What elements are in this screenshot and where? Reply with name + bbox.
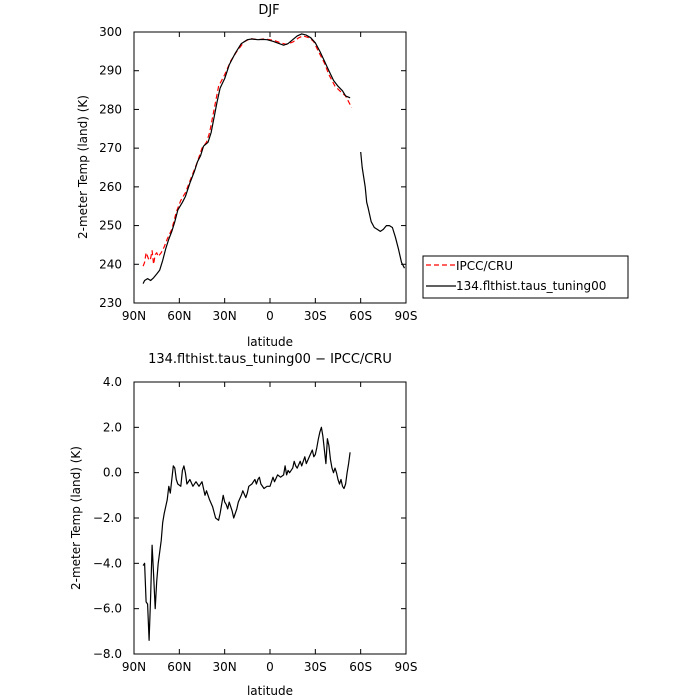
top-x-tick-label: 30N — [213, 309, 237, 323]
top-x-tick-label: 60S — [349, 309, 372, 323]
top-y-tick-label: 260 — [99, 180, 122, 194]
bottom-x-tick-label: 90S — [395, 660, 418, 674]
legend-label-model: 134.flthist.taus_tuning00 — [456, 279, 606, 293]
top-x-ticks: 90N 60N 30N 0 30S 60S 90S — [122, 32, 418, 323]
top-x-tick-label: 0 — [266, 309, 274, 323]
top-chart-title: DJF — [258, 3, 279, 18]
top-x-tick-label: 60N — [167, 309, 191, 323]
bottom-y-tick-label: 2.0 — [103, 420, 122, 434]
top-panel: DJF 90N 60N 30N 0 30S 60S 90S 2302402502602702… — [76, 3, 417, 349]
bottom-x-tick-label: 60S — [349, 660, 372, 674]
bottom-x-tick-label: 90N — [122, 660, 146, 674]
top-y-axis-label: 2-meter Temp (land) (K) — [76, 95, 90, 239]
bottom-y-axis-label: 2-meter Temp (land) (K) — [69, 446, 83, 590]
bottom-y-tick-label: −2.0 — [93, 511, 122, 525]
bottom-x-tick-label: 30S — [304, 660, 327, 674]
bottom-y-tick-label: −6.0 — [93, 602, 122, 616]
top-y-tick-label: 290 — [99, 64, 122, 78]
legend: IPCC/CRU 134.flthist.taus_tuning00 — [422, 255, 629, 299]
legend-label-ipcc-cru: IPCC/CRU — [456, 259, 513, 273]
legend-box — [422, 255, 629, 299]
bottom-x-tick-label: 0 — [266, 660, 274, 674]
bottom-x-tick-label: 60N — [167, 660, 191, 674]
top-y-tick-label: 230 — [99, 296, 122, 310]
bottom-chart-title: 134.flthist.taus_tuning00 − IPCC/CRU — [148, 352, 392, 367]
bottom-y-tick-label: 4.0 — [103, 375, 122, 389]
bottom-x-axis-label: latitude — [247, 684, 293, 698]
bottom-y-tick-label: −8.0 — [93, 647, 122, 661]
top-y-ticks: 230 240 250 260 270 280 290 300 — [99, 25, 406, 310]
top-plot-frame — [133, 31, 407, 304]
bottom-panel: 134.flthist.taus_tuning00 − IPCC/CRU 90N… — [69, 352, 417, 698]
top-x-tick-label: 90N — [122, 309, 146, 323]
top-x-tick-label: 90S — [395, 309, 418, 323]
top-series-line-model — [360, 151, 406, 269]
bottom-x-tick-label: 30N — [213, 660, 237, 674]
top-x-tick-label: 30S — [304, 309, 327, 323]
top-series-line-model — [142, 33, 351, 284]
bottom-y-tick-label: 0.0 — [103, 466, 122, 480]
top-series-group — [142, 33, 406, 284]
bottom-series-line-difference — [142, 426, 351, 641]
bottom-series-group — [142, 426, 351, 641]
bottom-y-ticks: 4.0 2.0 0.0 −2.0 −4.0 −6.0 −8.0 — [93, 375, 406, 661]
top-y-tick-label: 240 — [99, 257, 122, 271]
top-series-line-ipcc-cru — [142, 35, 353, 267]
top-y-tick-label: 300 — [99, 25, 122, 39]
top-x-axis-label: latitude — [247, 335, 293, 349]
top-y-tick-label: 250 — [99, 219, 122, 233]
bottom-plot-frame — [133, 381, 407, 655]
top-y-tick-label: 270 — [99, 141, 122, 155]
top-y-tick-label: 280 — [99, 102, 122, 116]
bottom-y-tick-label: −4.0 — [93, 556, 122, 570]
bottom-x-ticks: 90N 60N 30N 0 30S 60S 90S — [122, 382, 418, 674]
